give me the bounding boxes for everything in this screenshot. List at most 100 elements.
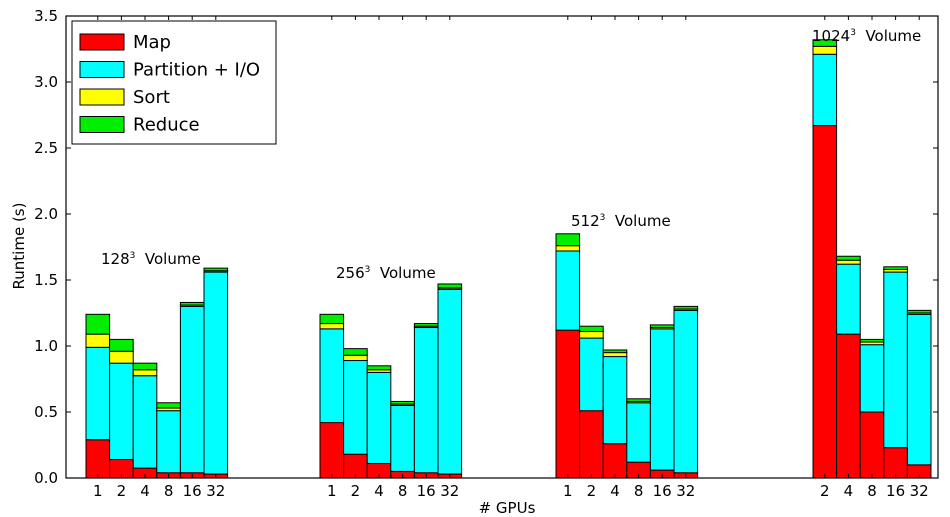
bar-segment-partition-i-o <box>156 410 181 474</box>
bar-segment-partition-i-o <box>319 328 345 424</box>
bar-segment-map <box>85 439 111 479</box>
bar-segment-partition-i-o <box>906 313 932 466</box>
bar-segment-reduce <box>555 233 581 247</box>
x-tick-label: 4 <box>140 482 150 500</box>
bar-segment-partition-i-o <box>85 346 111 441</box>
bar-segment-reduce <box>85 313 111 335</box>
y-tick-label: 2.0 <box>34 205 58 223</box>
group-label: 5123 Volume <box>571 212 671 230</box>
x-tick-label: 1 <box>327 482 337 500</box>
bar-segment-partition-i-o <box>109 362 134 461</box>
legend-label: Reduce <box>133 115 200 136</box>
bar-segment-reduce <box>906 309 932 314</box>
x-tick-label: 4 <box>844 482 854 500</box>
x-tick-label: 2 <box>117 482 127 500</box>
bar-segment-reduce <box>883 266 908 270</box>
legend-swatch <box>79 88 125 106</box>
bar-segment-map <box>319 422 345 479</box>
bar-segment-sort <box>579 330 604 339</box>
y-tick-label: 1.5 <box>34 271 58 289</box>
bar-segment-reduce <box>626 398 651 402</box>
bar-segment-partition-i-o <box>132 375 158 469</box>
bar-segment-sort <box>109 350 134 364</box>
legend-label: Map <box>133 32 171 53</box>
bar-segment-reduce <box>343 348 368 356</box>
bar-segment-reduce <box>859 338 885 343</box>
x-tick-label: 8 <box>867 482 877 500</box>
bar-segment-map <box>579 410 604 479</box>
bar-group <box>555 233 699 479</box>
bar-segment-reduce <box>437 283 463 289</box>
bar-segment-sort <box>555 245 581 252</box>
x-tick-label: 8 <box>164 482 174 500</box>
bar-segment-partition-i-o <box>203 271 229 475</box>
bar-segment-reduce <box>602 349 628 354</box>
legend-swatch <box>79 61 125 78</box>
bar-segment-partition-i-o <box>673 309 699 474</box>
bar-segment-partition-i-o <box>437 288 463 475</box>
y-tick-label: 3.0 <box>34 73 58 91</box>
bar-segment-partition-i-o <box>390 404 415 472</box>
bar-segment-reduce <box>366 365 392 371</box>
x-tick-label: 32 <box>676 482 695 500</box>
x-tick-label: 2 <box>587 482 597 500</box>
axis-ticks: 1 2 4 8 16 32 1 2 4 8 16 32 1 2 4 8 16 32 2 4 8 16 320.00.51.0… <box>34 7 939 500</box>
x-tick-label: 32 <box>910 482 929 500</box>
y-tick-label: 3.5 <box>34 7 58 25</box>
bar-segment-reduce <box>413 323 439 327</box>
x-tick-label: 16 <box>886 482 905 500</box>
legend-label: Sort <box>133 87 170 108</box>
bar-segment-sort <box>343 354 368 362</box>
bar-segment-partition-i-o <box>812 53 838 127</box>
x-axis-label: # GPUs <box>479 499 536 517</box>
legend-swatch <box>79 33 125 51</box>
bar-group <box>85 267 229 479</box>
bar-segment-partition-i-o <box>649 328 675 471</box>
bar-segment-sort <box>812 45 838 55</box>
x-tick-label: 32 <box>440 482 459 500</box>
legend-swatch <box>79 116 125 133</box>
bar-segment-partition-i-o <box>602 356 628 445</box>
y-tick-label: 0.0 <box>34 469 58 487</box>
x-tick-label: 16 <box>653 482 672 500</box>
plot-area: 1283 Volume 2563 Volume 5123 Volume 10243 V… <box>85 27 932 479</box>
x-tick-label: 8 <box>398 482 408 500</box>
bar-segment-sort <box>319 323 345 330</box>
bar-segment-partition-i-o <box>366 371 392 464</box>
bar-segment-reduce <box>319 313 345 325</box>
bar-segment-partition-i-o <box>859 344 885 413</box>
bar-segment-map <box>555 329 581 479</box>
plot-frame <box>65 15 939 479</box>
bar-segment-reduce <box>579 325 604 332</box>
bar-segment-map <box>602 443 628 479</box>
legend: Map Partition + I/O Sort Reduce <box>71 20 277 145</box>
bar-segment-reduce <box>156 402 181 409</box>
bar-segment-map <box>836 333 861 479</box>
bar-segment-partition-i-o <box>343 360 368 455</box>
x-tick-label: 32 <box>206 482 225 500</box>
x-tick-label: 16 <box>417 482 436 500</box>
group-label: 1283 Volume <box>101 250 201 268</box>
y-axis-label: Runtime (s) <box>10 203 28 290</box>
x-tick-label: 8 <box>634 482 644 500</box>
bar-segment-map <box>883 447 908 479</box>
x-tick-label: 2 <box>820 482 830 500</box>
bar-segment-reduce <box>179 301 205 306</box>
x-tick-label: 4 <box>374 482 384 500</box>
bar-segment-reduce <box>649 324 675 329</box>
x-tick-label: 16 <box>183 482 202 500</box>
bar-segment-reduce <box>836 255 861 261</box>
x-tick-label: 1 <box>563 482 573 500</box>
bar-group <box>319 283 463 479</box>
bar-group <box>812 39 932 479</box>
bar-segment-partition-i-o <box>179 305 205 474</box>
bar-segment-partition-i-o <box>836 263 861 335</box>
group-label: 2563 Volume <box>336 264 436 282</box>
bar-segment-sort <box>602 352 628 358</box>
bar-segment-reduce <box>390 400 415 405</box>
bar-segment-partition-i-o <box>883 271 908 449</box>
x-tick-label: 4 <box>610 482 620 500</box>
bar-segment-reduce <box>203 267 229 272</box>
bar-segment-map <box>859 411 885 479</box>
bar-segment-partition-i-o <box>555 250 581 331</box>
